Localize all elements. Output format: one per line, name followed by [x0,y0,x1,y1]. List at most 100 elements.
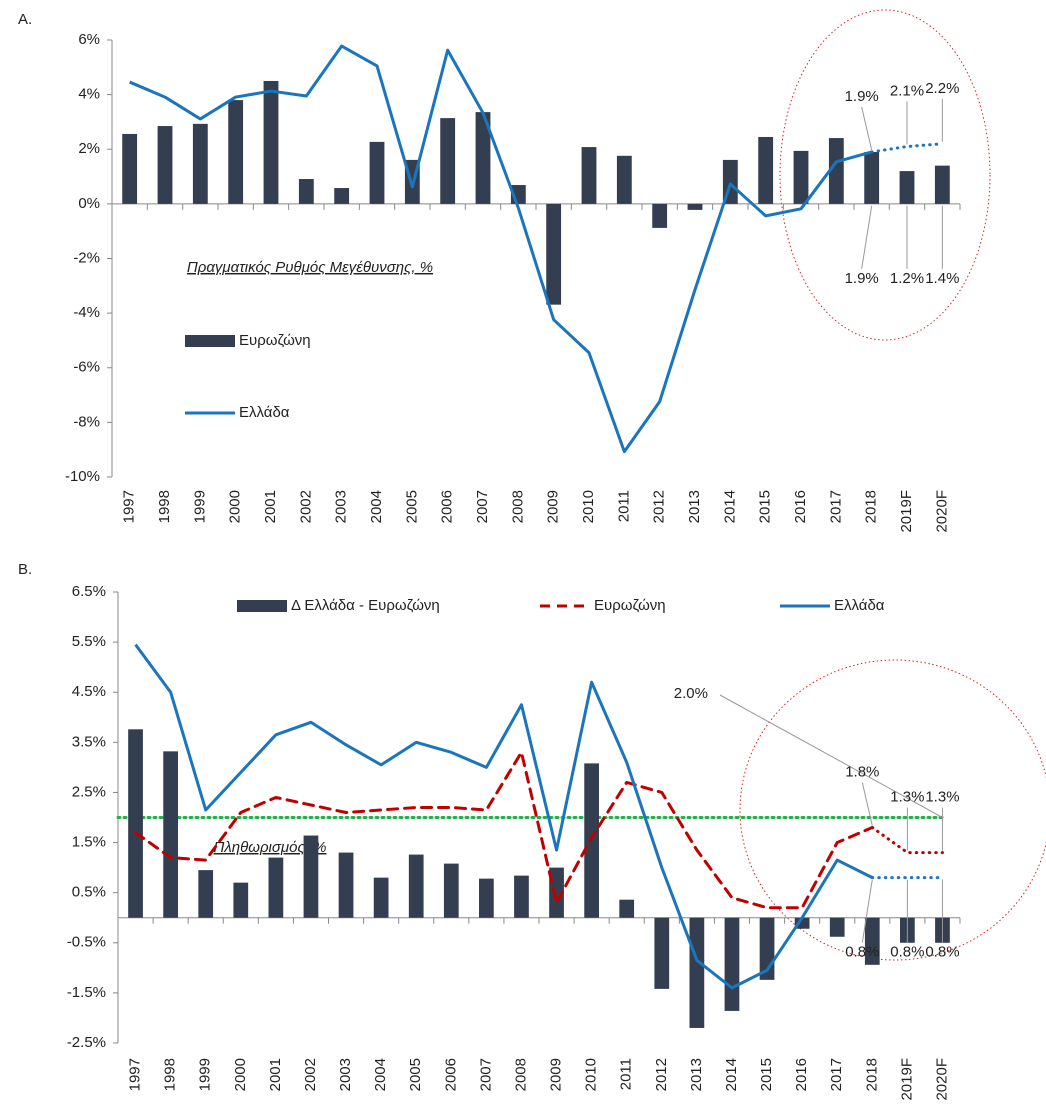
bar [198,870,214,918]
bar [163,751,178,918]
x-tick-label: 2004 [368,490,385,523]
data-label: 1.3% [925,789,959,806]
x-tick-label: 2010 [583,1058,600,1091]
x-tick-label: 2020F [933,490,950,533]
x-tick-label: 2013 [686,490,703,523]
x-tick-label: 2015 [757,490,774,523]
x-tick-label: 2010 [580,490,597,523]
bar [758,136,774,204]
x-tick-label: 2003 [337,1058,354,1091]
bar [899,171,915,204]
legend-label: Ελλάδα [239,404,290,421]
x-tick-label: 2012 [653,1058,670,1091]
data-label: 2.1% [890,82,924,99]
y-tick-label: 4.5% [72,683,106,700]
highlight-ellipse [739,659,1046,961]
bar [228,100,244,204]
line [134,643,873,990]
bar [157,126,173,204]
data-label: 1.2% [890,270,924,287]
forecast-line [870,142,944,154]
data-label: 1.9% [845,270,879,287]
bar [652,203,668,228]
bar [546,203,562,305]
y-tick-label: 3.5% [72,733,106,750]
leader-line [861,106,873,151]
y-tick-label: -10% [65,468,100,485]
x-tick-label: 2007 [474,490,491,523]
x-tick-label: 2018 [863,490,880,523]
y-tick-label: 6.5% [72,583,106,600]
x-tick-label: 2006 [439,490,456,523]
x-tick-label: 2014 [723,1058,740,1091]
data-label: 0.8% [845,944,879,961]
bar [443,863,459,918]
panel-label: A. [18,11,32,28]
bar [369,141,385,204]
y-tick-label: 6% [78,31,100,48]
bar [514,875,529,918]
x-tick-label: 2013 [688,1058,705,1091]
y-tick-label: 0% [78,195,100,212]
y-tick-label: -4% [73,304,100,321]
x-tick-label: 2002 [302,1058,319,1091]
y-tick-label: -1.5% [67,984,106,1001]
y-tick-label: 0.5% [72,884,106,901]
bar [192,123,208,204]
x-tick-label: 2015 [758,1058,775,1091]
legend-label: Ευρωζώνη [594,597,666,614]
x-tick-label: 2016 [793,1058,810,1091]
x-tick-label: 2008 [512,1058,529,1091]
bar [934,165,950,204]
bar [334,188,350,204]
leader-line [719,694,943,818]
x-tick-label: 2011 [615,490,632,522]
x-tick-label: 2018 [863,1058,880,1091]
annotation: Πραγματικός Ρυθμός Μεγέθυνσης, % [187,259,433,276]
bar [793,150,809,204]
legend-label: Ελλάδα [834,597,885,614]
bar [122,133,138,204]
x-tick-label: 2002 [297,490,314,523]
annotation: Πληθωρισμός, % [214,839,327,856]
forecast-line [870,826,944,855]
x-tick-label: 2009 [548,1058,565,1091]
x-tick-label: 2003 [333,490,350,523]
bar [408,854,424,918]
line [134,750,874,910]
leader-line [861,879,873,943]
x-tick-label: 1999 [197,1058,214,1091]
bar [581,147,597,204]
x-tick-label: 2019F [898,490,915,533]
x-tick-label: 2011 [618,1058,635,1090]
x-tick-label: 1999 [191,490,208,523]
x-tick-label: 2017 [828,1058,845,1091]
y-tick-label: -8% [73,413,100,430]
legend-swatch [185,335,235,347]
bar [724,917,740,1011]
bar [440,118,456,204]
x-tick-label: 2000 [232,1058,249,1091]
bar [233,882,249,918]
y-tick-label: 2.5% [72,783,106,800]
x-tick-label: 2017 [827,490,844,523]
bar [687,203,703,210]
y-tick-label: -2% [73,249,100,266]
bar [689,917,705,1028]
x-tick-label: 2004 [372,1058,389,1091]
bar [864,151,880,204]
x-tick-label: 2005 [403,490,420,523]
panel-label: B. [18,561,32,578]
y-tick-label: -0.5% [67,934,106,951]
leader-line [861,782,873,826]
bar [864,917,880,965]
x-tick-label: 2012 [651,490,668,523]
reference-label: 2.0% [674,685,708,702]
x-tick-label: 2005 [407,1058,424,1091]
legend-swatch [237,600,287,612]
legend-label: Ευρωζώνη [239,332,311,349]
data-label: 1.3% [890,789,924,806]
bar [619,899,635,918]
y-tick-label: 2% [78,140,100,157]
x-tick-label: 2019F [898,1058,915,1101]
